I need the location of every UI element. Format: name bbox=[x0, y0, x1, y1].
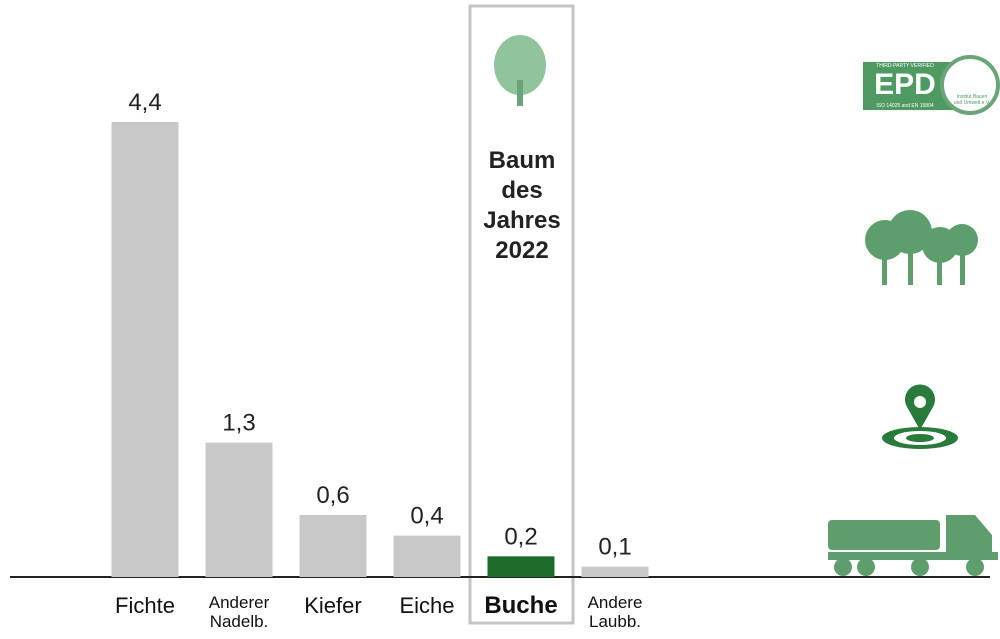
epd-top: THIRD-PARTY VERIFIED bbox=[876, 63, 934, 69]
x-tick-label: Kiefer bbox=[304, 593, 362, 618]
annotation: Baum des Jahres 2022 bbox=[483, 147, 561, 264]
bar bbox=[487, 556, 555, 577]
bar bbox=[205, 442, 273, 577]
truck-icon bbox=[828, 515, 998, 576]
location-icon bbox=[882, 384, 958, 449]
epd-org: Institut Bauen und Umwelt e.V. bbox=[954, 94, 990, 106]
value-label: 0,1 bbox=[598, 534, 631, 561]
epd-bottom: ISO 14025 and EN 15804 bbox=[876, 103, 933, 109]
bar bbox=[393, 535, 461, 577]
bar bbox=[581, 566, 649, 577]
value-label: 4,4 bbox=[128, 89, 161, 116]
bar bbox=[299, 514, 367, 577]
x-tick-label: Andere Laubb. bbox=[587, 593, 643, 631]
epd-title: EPD bbox=[874, 68, 936, 101]
x-tick-label: Fichte bbox=[115, 593, 175, 618]
value-label: 0,2 bbox=[504, 523, 537, 550]
x-tick-label: Buche bbox=[484, 592, 558, 619]
epd-badge: THIRD-PARTY VERIFIED EPD ISO 14025 and E… bbox=[863, 55, 1000, 115]
value-label: 1,3 bbox=[222, 410, 255, 437]
x-tick-label: Eiche bbox=[399, 593, 455, 618]
bar bbox=[111, 122, 179, 577]
value-label: 0,4 bbox=[410, 503, 443, 530]
forest-icon bbox=[865, 210, 978, 285]
highlight-box bbox=[468, 4, 575, 625]
value-label: 0,6 bbox=[316, 482, 349, 509]
tree-icon bbox=[494, 35, 546, 106]
x-tick-label: Anderer Nadelb. bbox=[208, 593, 270, 631]
